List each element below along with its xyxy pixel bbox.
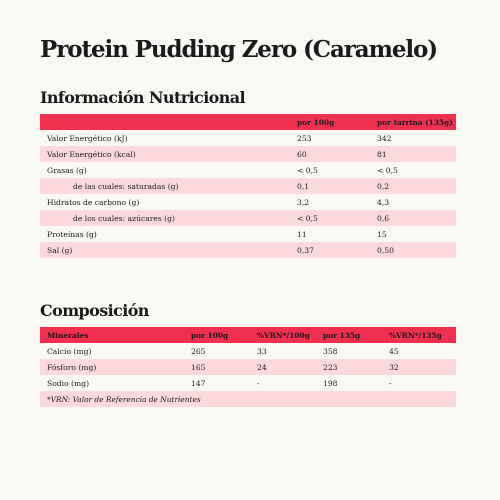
footnote-row: *VRN: Valor de Referencia de Nutrientes	[40, 391, 456, 407]
composition-header-per100: por 100g	[184, 327, 250, 343]
row-per-tub: 342	[370, 130, 456, 146]
table-row: Sodio (mg) 147 - 198 -	[40, 375, 456, 391]
row-per-tub: 4,3	[370, 194, 456, 210]
row-vrn100: 24	[250, 359, 316, 375]
row-per100: 147	[184, 375, 250, 391]
row-per-tub: < 0,5	[370, 162, 456, 178]
row-per100: < 0,5	[290, 210, 370, 226]
composition-table: Minerales por 100g %VRN*/100g por 135g %…	[40, 327, 456, 407]
row-per100: 60	[290, 146, 370, 162]
table-row: Valor Energético (kcal) 60 81	[40, 146, 456, 162]
composition-heading: Composición	[40, 301, 149, 320]
nutrition-header-per100: por 100g	[290, 114, 370, 130]
row-label: Hidratos de carbono (g)	[40, 194, 290, 210]
row-mineral: Sodio (mg)	[40, 375, 184, 391]
row-label: de las cuales: saturadas (g)	[40, 178, 290, 194]
table-row: Valor Energético (kJ) 253 342	[40, 130, 456, 146]
row-per100: 0,1	[290, 178, 370, 194]
page-title: Protein Pudding Zero (Caramelo)	[40, 36, 438, 63]
row-per135: 198	[316, 375, 382, 391]
row-label: Valor Energético (kJ)	[40, 130, 290, 146]
row-label: de los cuales: azúcares (g)	[40, 210, 290, 226]
row-per100: 3,2	[290, 194, 370, 210]
nutrition-header-row: por 100g por tarrina (135g)	[40, 114, 456, 130]
composition-header-per135: por 135g	[316, 327, 382, 343]
footnote: *VRN: Valor de Referencia de Nutrientes	[40, 391, 456, 407]
table-row: Sal (g) 0,37 0,50	[40, 242, 456, 258]
row-per-tub: 81	[370, 146, 456, 162]
nutrition-header-per-tub: por tarrina (135g)	[370, 114, 456, 130]
row-vrn100: -	[250, 375, 316, 391]
composition-header-vrn100: %VRN*/100g	[250, 327, 316, 343]
table-row: Grasas (g) < 0,5 < 0,5	[40, 162, 456, 178]
row-per100: 0,37	[290, 242, 370, 258]
row-per100: 165	[184, 359, 250, 375]
nutrition-heading: Información Nutricional	[40, 88, 246, 107]
table-row: Hidratos de carbono (g) 3,2 4,3	[40, 194, 456, 210]
composition-header-row: Minerales por 100g %VRN*/100g por 135g %…	[40, 327, 456, 343]
row-per-tub: 0,50	[370, 242, 456, 258]
row-per-tub: 0,6	[370, 210, 456, 226]
row-per-tub: 15	[370, 226, 456, 242]
row-label: Grasas (g)	[40, 162, 290, 178]
row-label: Proteínas (g)	[40, 226, 290, 242]
row-mineral: Calcio (mg)	[40, 343, 184, 359]
row-label: Sal (g)	[40, 242, 290, 258]
row-per100: 265	[184, 343, 250, 359]
row-per-tub: 0,2	[370, 178, 456, 194]
composition-header-vrn135: %VRN*/135g	[382, 327, 456, 343]
table-row: Proteínas (g) 11 15	[40, 226, 456, 242]
table-row: Calcio (mg) 265 33 358 45	[40, 343, 456, 359]
row-vrn135: 32	[382, 359, 456, 375]
table-row: Fósforo (mg) 165 24 223 32	[40, 359, 456, 375]
row-per100: 11	[290, 226, 370, 242]
composition-header-mineral: Minerales	[40, 327, 184, 343]
row-per135: 223	[316, 359, 382, 375]
row-vrn135: 45	[382, 343, 456, 359]
nutrition-table: por 100g por tarrina (135g) Valor Energé…	[40, 114, 456, 258]
row-label: Valor Energético (kcal)	[40, 146, 290, 162]
row-per100: < 0,5	[290, 162, 370, 178]
row-vrn100: 33	[250, 343, 316, 359]
row-per135: 358	[316, 343, 382, 359]
row-mineral: Fósforo (mg)	[40, 359, 184, 375]
table-row: de los cuales: azúcares (g) < 0,5 0,6	[40, 210, 456, 226]
row-vrn135: -	[382, 375, 456, 391]
table-row: de las cuales: saturadas (g) 0,1 0,2	[40, 178, 456, 194]
row-per100: 253	[290, 130, 370, 146]
nutrition-header-label	[40, 114, 290, 130]
